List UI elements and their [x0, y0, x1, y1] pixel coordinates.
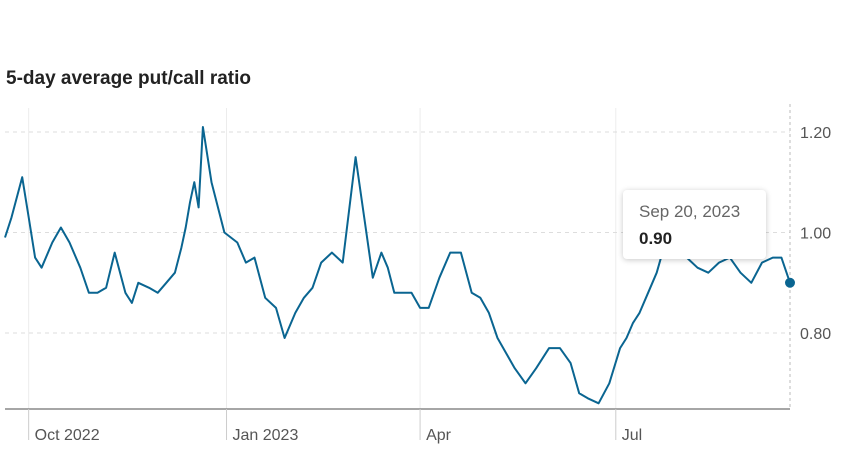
y-tick-label: 1.20	[800, 125, 831, 142]
x-tick-label: Jan 2023	[233, 427, 299, 444]
chart-title: 5-day average put/call ratio	[6, 68, 251, 89]
hover-point[interactable]	[785, 277, 795, 288]
x-tick-label: Oct 2022	[35, 427, 100, 444]
tooltip: Sep 20, 2023 0.90	[623, 190, 766, 259]
x-tick-label: Apr	[426, 427, 452, 444]
x-axis-ticks: Oct 2022 Jan 2023 Apr Jul	[28, 409, 642, 444]
y-gridlines	[5, 131, 790, 334]
x-tick-label: Jul	[622, 427, 642, 444]
tooltip-value: 0.90	[639, 229, 673, 248]
y-axis-labels: 1.20 1.00 0.80	[800, 125, 831, 343]
y-tick-label: 1.00	[800, 226, 831, 243]
tooltip-date: Sep 20, 2023	[639, 202, 741, 221]
y-tick-label: 0.80	[800, 326, 831, 343]
series-line	[4, 126, 791, 405]
